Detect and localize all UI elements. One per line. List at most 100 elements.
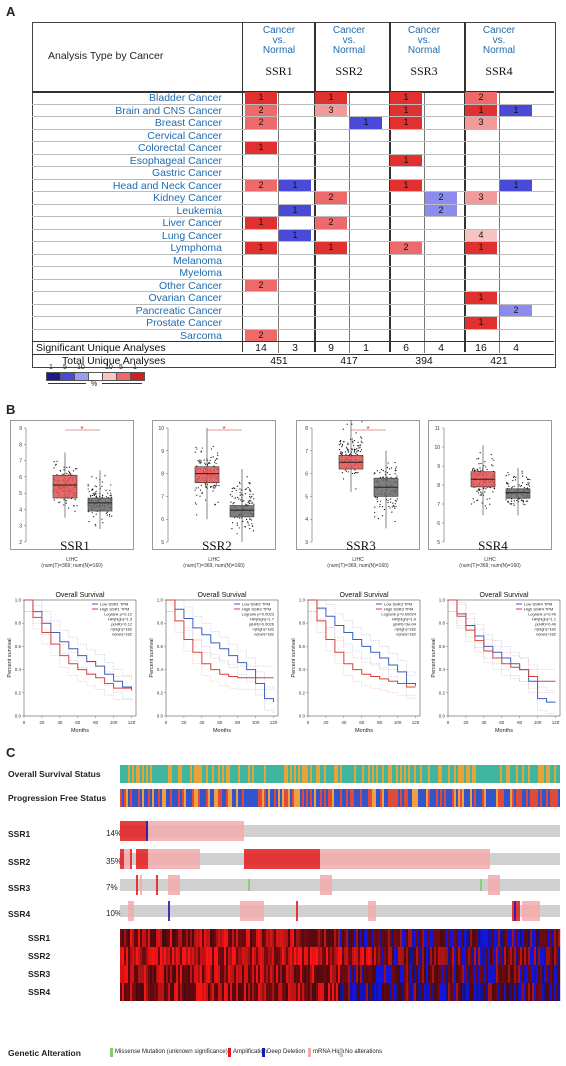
- overall-survival-cell: [502, 765, 504, 783]
- no-alteration-cell: [332, 825, 334, 837]
- heatmap-cell: [458, 929, 461, 947]
- oncomine-legend: 1 5 10 10 5 1%: [46, 364, 166, 392]
- no-alteration-cell: [558, 879, 560, 891]
- heatmap-cell: [318, 965, 321, 983]
- mrna-high-cell: [354, 849, 356, 869]
- no-alteration-cell: [482, 905, 484, 917]
- heatmap-cell: [330, 983, 333, 1001]
- heatmap-cell: [132, 929, 135, 947]
- progression-free-cell: [132, 789, 134, 807]
- km-xtick-label: 0: [23, 720, 26, 725]
- heatmap-cell: [486, 965, 489, 983]
- data-point: [357, 441, 359, 443]
- no-alteration-cell: [302, 905, 304, 917]
- heatmap-cell: [256, 965, 259, 983]
- panel-label-a: A: [6, 4, 16, 19]
- heatmap-cell: [176, 965, 179, 983]
- no-alteration-cell: [284, 825, 286, 837]
- no-alteration-cell: [124, 879, 126, 891]
- heatmap-cell: [176, 947, 179, 965]
- heatmap-cell: [526, 929, 529, 947]
- heatmap-cell: [398, 965, 401, 983]
- overall-survival-cell: [496, 765, 498, 783]
- data-point: [201, 492, 203, 494]
- progression-free-cell: [130, 789, 132, 807]
- km-xtick-label: 100: [394, 720, 402, 725]
- no-alteration-cell: [232, 905, 234, 917]
- mrna-high-cell: [414, 849, 416, 869]
- y-tick-label: 8: [305, 426, 308, 432]
- heatmap-cell: [504, 965, 507, 983]
- no-alteration-cell: [272, 905, 274, 917]
- heatmap-cell: [296, 983, 299, 1001]
- data-point: [355, 449, 357, 451]
- overall-survival-cell: [556, 765, 558, 783]
- analysis-cell: 2: [390, 242, 422, 254]
- mrna-high-cell: [344, 849, 346, 869]
- heatmap-cell: [136, 947, 139, 965]
- overall-survival-cell: [178, 765, 180, 783]
- no-alteration-cell: [418, 825, 420, 837]
- amplification-cell: [142, 821, 144, 841]
- data-point: [105, 489, 107, 491]
- data-point: [476, 490, 478, 492]
- data-point: [520, 499, 522, 501]
- cancer-name: Brain and CNS Cancer: [115, 104, 222, 117]
- mrna-high-cell: [444, 849, 446, 869]
- no-alteration-cell: [556, 853, 558, 865]
- legend-swatch: [130, 372, 145, 381]
- heatmap-cell: [308, 965, 311, 983]
- data-point: [233, 502, 235, 504]
- overall-survival-cell: [534, 765, 536, 783]
- cvn-line: Normal: [332, 45, 366, 56]
- boxplot-cohort-n: (num(T)=369; num(N)=160): [183, 563, 245, 569]
- heatmap-cell: [338, 929, 341, 947]
- progression-free-cell: [216, 789, 218, 807]
- heatmap-cell: [120, 929, 123, 947]
- heatmap-cell: [318, 947, 321, 965]
- heatmap-cell: [290, 929, 293, 947]
- heatmap-cell: [388, 965, 391, 983]
- heatmap-cell: [332, 947, 335, 965]
- legend-swatch: [262, 1048, 265, 1057]
- mrna-high-cell: [148, 821, 150, 841]
- no-alteration-cell: [546, 825, 548, 837]
- no-alteration-cell: [456, 905, 458, 917]
- no-alteration-cell: [348, 905, 350, 917]
- heatmap-cell: [486, 983, 489, 1001]
- overall-survival-cell: [248, 765, 250, 783]
- heatmap-cell: [418, 965, 421, 983]
- data-point: [346, 448, 349, 451]
- amplification-cell: [142, 849, 144, 869]
- heatmap-cell: [476, 983, 479, 1001]
- heatmap-cell: [386, 965, 389, 983]
- no-alteration-cell: [512, 825, 514, 837]
- heatmap-cell: [152, 947, 155, 965]
- no-alteration-cell: [272, 825, 274, 837]
- overall-survival-cell: [310, 765, 312, 783]
- no-alteration-cell: [354, 905, 356, 917]
- heatmap-cell: [222, 983, 225, 1001]
- heatmap-cell: [324, 929, 327, 947]
- y-tick-label: 8: [19, 442, 22, 448]
- heatmap-cell: [352, 983, 355, 1001]
- overall-survival-cell: [420, 765, 422, 783]
- no-alteration-cell: [516, 879, 518, 891]
- data-point: [210, 486, 212, 488]
- heatmap-cell: [378, 929, 381, 947]
- overall-survival-cell: [300, 765, 302, 783]
- heatmap-cell: [286, 947, 289, 965]
- no-alteration-cell: [476, 879, 478, 891]
- heatmap-cell: [174, 983, 177, 1001]
- no-alteration-cell: [416, 905, 418, 917]
- km-ci-upper: [308, 599, 416, 675]
- overall-survival-cell: [124, 765, 126, 783]
- data-point: [489, 486, 492, 489]
- data-point: [529, 478, 531, 481]
- heatmap-cell: [120, 983, 123, 1001]
- heatmap-cell: [394, 983, 397, 1001]
- mrna-high-cell: [172, 821, 174, 841]
- heatmap-cell: [310, 947, 313, 965]
- data-point: [491, 458, 493, 460]
- y-tick-label: 6: [19, 475, 22, 481]
